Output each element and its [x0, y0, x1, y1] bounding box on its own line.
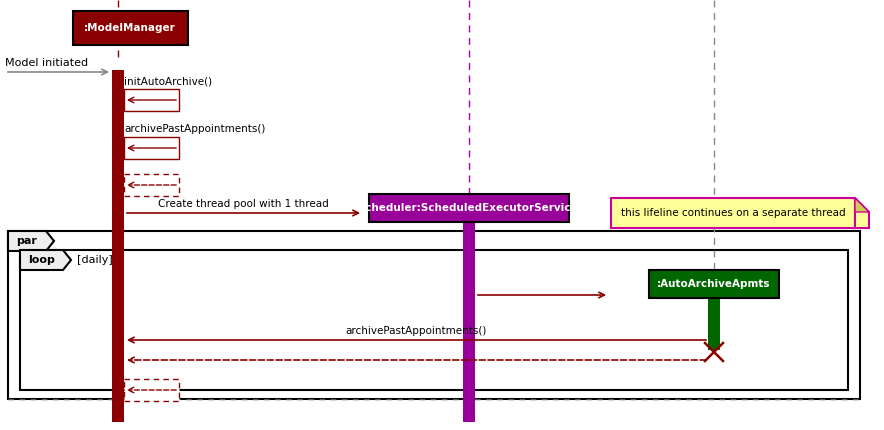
Text: scheduler:ScheduledExecutorService: scheduler:ScheduledExecutorService: [360, 203, 578, 213]
Text: initAutoArchive(): initAutoArchive(): [124, 76, 212, 86]
Text: par: par: [17, 236, 37, 246]
Polygon shape: [855, 198, 869, 228]
Bar: [124, 137, 179, 159]
Polygon shape: [855, 198, 869, 212]
Bar: [112, 70, 124, 422]
Bar: [369, 194, 569, 222]
Text: Create thread pool with 1 thread: Create thread pool with 1 thread: [158, 199, 329, 209]
Bar: [124, 174, 179, 196]
Bar: [124, 379, 179, 401]
Bar: [72, 11, 187, 45]
Text: Model initiated: Model initiated: [5, 58, 88, 68]
Text: :ModelManager: :ModelManager: [84, 23, 176, 33]
Text: :AutoArchiveApmts: :AutoArchiveApmts: [657, 279, 771, 289]
Polygon shape: [8, 231, 54, 251]
Bar: [611, 198, 855, 228]
Text: [daily]: [daily]: [77, 255, 113, 265]
Bar: [649, 270, 779, 298]
Bar: [20, 250, 848, 390]
Bar: [8, 231, 860, 399]
Bar: [708, 283, 720, 350]
Text: archivePastAppointments(): archivePastAppointments(): [346, 326, 487, 336]
Text: archivePastAppointments(): archivePastAppointments(): [124, 124, 265, 134]
Bar: [463, 208, 475, 422]
Bar: [124, 89, 179, 111]
Polygon shape: [20, 250, 71, 270]
Text: this lifeline continues on a separate thread: this lifeline continues on a separate th…: [621, 208, 845, 218]
Text: loop: loop: [28, 255, 55, 265]
